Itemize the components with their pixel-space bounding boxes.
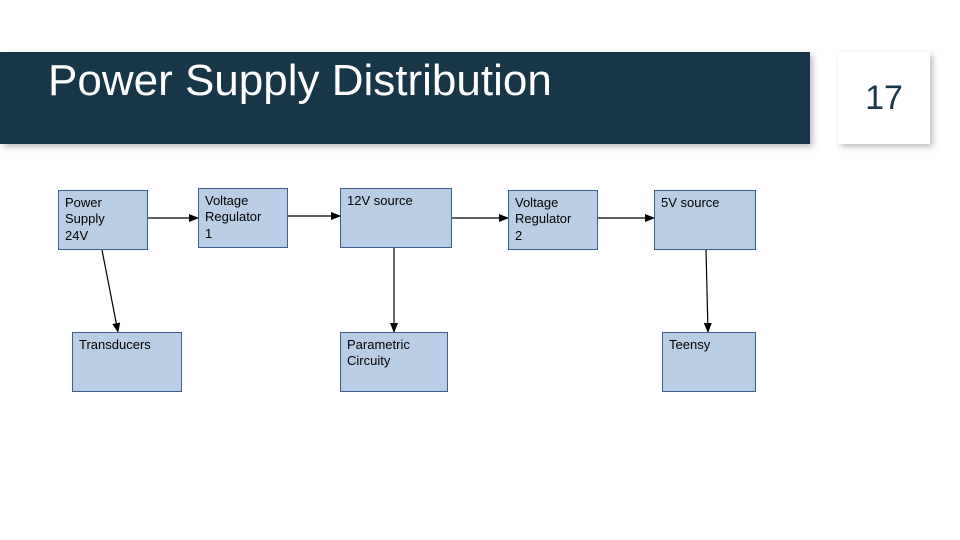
node-param: ParametricCircuity xyxy=(340,332,448,392)
node-psu: PowerSupply24V xyxy=(58,190,148,250)
node-src5: 5V source xyxy=(654,190,756,250)
node-vreg2: VoltageRegulator2 xyxy=(508,190,598,250)
page-number-box: 17 xyxy=(838,52,930,144)
slide-title: Power Supply Distribution xyxy=(48,56,552,106)
node-trans: Transducers xyxy=(72,332,182,392)
node-teensy: Teensy xyxy=(662,332,756,392)
edge-psu-trans xyxy=(102,250,118,332)
node-vreg1: VoltageRegulator1 xyxy=(198,188,288,248)
node-src12: 12V source xyxy=(340,188,452,248)
page-number: 17 xyxy=(865,79,903,118)
edge-src5-teensy xyxy=(706,250,708,332)
